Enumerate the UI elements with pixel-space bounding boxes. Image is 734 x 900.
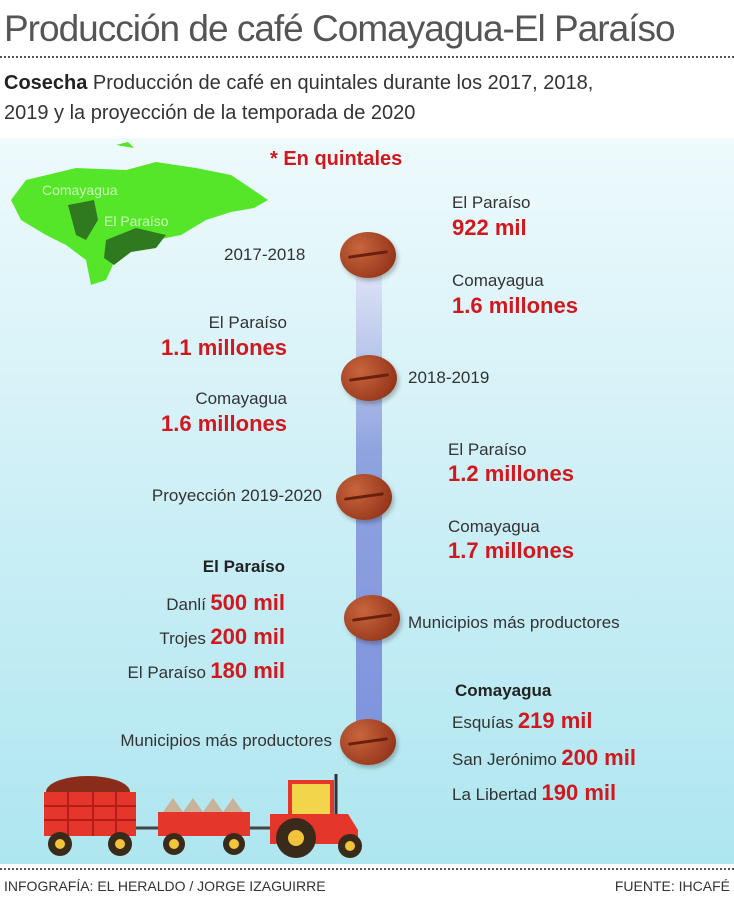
coffee-bean-icon xyxy=(340,719,396,765)
entry-name: Comayagua xyxy=(195,389,287,408)
entry-value: 1.6 millones xyxy=(161,411,287,436)
municipios-label: Municipios más productores xyxy=(120,731,332,750)
department-heading: El Paraíso xyxy=(202,557,285,576)
season-label: Proyección 2019-2020 xyxy=(151,486,322,505)
entry-value: 1.6 millones xyxy=(452,293,578,318)
municipio-value: 200 mil xyxy=(561,745,636,770)
map-label-comayagua: Comayagua xyxy=(42,182,118,198)
entry-name: El Paraíso xyxy=(452,193,531,212)
coffee-bean-icon xyxy=(336,474,392,520)
entry-value: 1.2 millones xyxy=(448,461,574,486)
coffee-bean-icon xyxy=(340,232,396,278)
municipios-label: Municipios más productores xyxy=(408,613,620,632)
subtitle-lead: Cosecha xyxy=(4,72,88,94)
municipio-row: San Jerónimo 200 mil xyxy=(452,745,636,771)
source: FUENTE: IHCAFÉ xyxy=(614,878,730,894)
divider xyxy=(0,56,734,58)
municipio-name: Danlí xyxy=(166,595,206,614)
municipio-value: 190 mil xyxy=(541,780,617,805)
coffee-bean-icon xyxy=(341,355,397,401)
entry-value: 1.1 millones xyxy=(161,335,287,360)
units-note: * En quintales xyxy=(270,148,403,170)
entry-name: Comayagua xyxy=(448,517,540,536)
municipio-row: Trojes 200 mil xyxy=(159,624,285,650)
entry-name: El Paraíso xyxy=(448,440,527,459)
municipio-value: 500 mil xyxy=(210,590,285,615)
entry-name: Comayagua xyxy=(452,271,544,290)
municipio-value: 219 mil xyxy=(517,708,593,733)
municipio-name: Trojes xyxy=(159,629,206,648)
tractor-illustration xyxy=(44,774,362,858)
subtitle-text: Producción de café en quintales durante … xyxy=(87,72,594,94)
entry-value: 922 mil xyxy=(452,215,527,240)
municipio-name: El Paraíso xyxy=(127,663,206,682)
subtitle-line-2: 2019 y la proyección de la temporada de … xyxy=(4,102,416,124)
entry-value: 1.7 millones xyxy=(448,538,574,563)
page-title: Producción de café Comayagua-El Paraíso xyxy=(4,8,676,49)
municipio-name: La Libertad xyxy=(452,785,538,804)
divider xyxy=(0,868,734,870)
map-label-el-paraiso: El Paraíso xyxy=(104,213,169,229)
municipio-value: 200 mil xyxy=(210,624,285,649)
credit: INFOGRAFÍA: EL HERALDO / JORGE IZAGUIRRE xyxy=(4,878,326,894)
department-heading: Comayagua xyxy=(455,681,552,700)
municipio-row: La Libertad 190 mil xyxy=(452,780,616,806)
season-label: 2018-2019 xyxy=(408,368,490,387)
subtitle-line-1: Cosecha Producción de café en quintales … xyxy=(4,72,593,95)
municipio-row: Danlí 500 mil xyxy=(166,590,285,616)
municipio-value: 180 mil xyxy=(210,658,285,683)
honduras-map: Comayagua El Paraíso xyxy=(11,142,268,285)
season-label: 2017-2018 xyxy=(224,245,306,264)
municipio-row: El Paraíso 180 mil xyxy=(128,658,286,684)
municipio-name: San Jerónimo xyxy=(452,750,557,769)
municipio-row: Esquías 219 mil xyxy=(452,708,593,734)
coffee-bean-icon xyxy=(344,595,400,641)
municipio-name: Esquías xyxy=(452,713,514,732)
entry-name: El Paraíso xyxy=(208,313,287,332)
